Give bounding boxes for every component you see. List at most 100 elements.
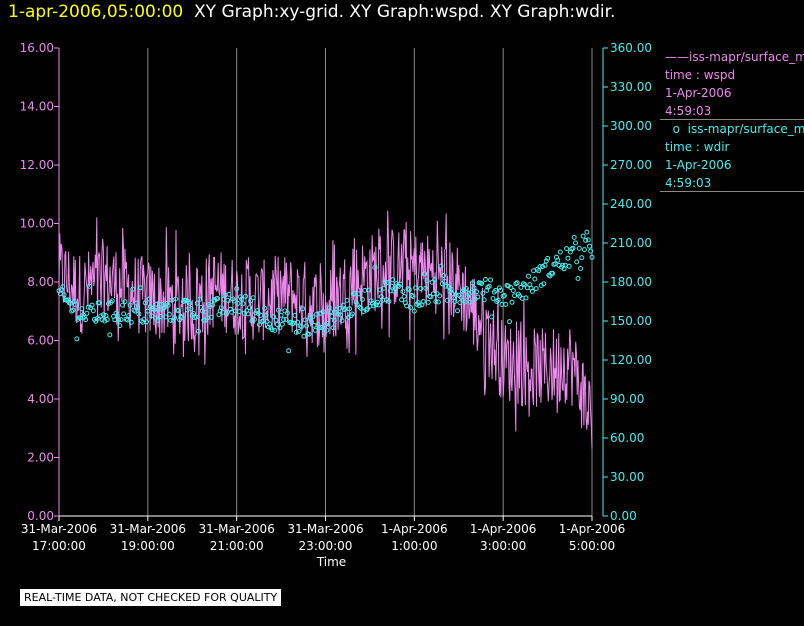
wdir-point xyxy=(215,296,221,301)
wdir-point xyxy=(557,249,563,255)
wdir-point xyxy=(411,308,417,314)
x-tick-label-date: 31-Mar-2006 xyxy=(110,522,186,536)
wdir-point xyxy=(79,306,85,312)
wdir-point xyxy=(286,348,292,354)
wdir-point xyxy=(420,299,426,304)
legend-series2-time: 4:59:03 xyxy=(665,176,712,190)
wdir-point xyxy=(130,286,136,292)
wdir-point xyxy=(443,283,449,289)
wdir-point xyxy=(85,304,91,310)
wdir-point xyxy=(474,289,479,295)
wdir-point xyxy=(106,301,111,307)
wdir-point xyxy=(375,299,380,305)
wdir-point xyxy=(555,257,561,263)
wdir-point xyxy=(93,318,99,324)
wdir-point xyxy=(70,307,76,313)
wdir-point xyxy=(239,296,245,302)
wdir-point xyxy=(438,263,444,269)
wdir-point xyxy=(197,296,203,302)
wdir-point xyxy=(429,279,435,285)
wdir-point xyxy=(94,316,100,322)
wdir-point xyxy=(541,281,547,287)
wdir-point xyxy=(191,311,196,316)
wdir-point xyxy=(243,293,248,299)
wdir-point xyxy=(399,297,405,303)
wdir-point xyxy=(170,317,176,323)
wdir-point xyxy=(152,315,158,321)
wdir-point xyxy=(312,327,318,333)
wdir-point xyxy=(144,319,150,325)
wdir-point xyxy=(481,297,487,303)
wdir-point xyxy=(137,285,143,291)
wdir-point xyxy=(203,309,209,315)
wdir-point xyxy=(425,299,431,305)
wdir-point xyxy=(126,313,132,318)
wdir-point xyxy=(166,311,172,317)
wdir-point xyxy=(496,285,502,291)
wdir-point xyxy=(128,319,134,325)
wdir-point xyxy=(490,296,496,301)
wdir-point xyxy=(452,299,458,304)
wdir-point xyxy=(364,306,370,312)
y-left-tick-label: 14.00 xyxy=(20,100,54,114)
wdir-point xyxy=(401,294,407,299)
wdir-point xyxy=(358,306,364,311)
wdir-point xyxy=(269,327,275,333)
legend-series-1: ——iss-mapr/surface_m time : wspd 1-Apr-2… xyxy=(665,48,804,120)
wdir-point xyxy=(306,331,312,337)
wdir-point xyxy=(335,311,341,317)
wdir-point xyxy=(319,325,325,330)
wdir-point xyxy=(408,305,413,310)
x-tick-label-date: 1-Apr-2006 xyxy=(381,522,448,536)
wdir-point xyxy=(120,302,125,308)
y-right-tick-label: 240.00 xyxy=(610,197,652,211)
wdir-point xyxy=(564,246,570,252)
y-right-tick-label: 330.00 xyxy=(610,80,652,94)
wdir-point xyxy=(271,314,276,320)
wdir-point xyxy=(329,314,335,319)
wdir-point xyxy=(381,285,387,291)
wdir-point xyxy=(337,305,342,311)
wdir-point xyxy=(554,254,559,260)
wdir-point xyxy=(455,308,460,314)
wdir-point xyxy=(543,258,549,264)
wdir-point xyxy=(248,298,254,304)
wdir-point xyxy=(89,302,95,308)
wdir-point xyxy=(509,299,515,305)
wdir-point xyxy=(254,308,260,314)
wdir-point xyxy=(161,305,167,311)
wdir-point xyxy=(494,299,500,304)
wdir-point xyxy=(432,277,438,282)
wdir-point xyxy=(522,282,528,288)
wdir-point xyxy=(482,277,488,282)
wdir-point xyxy=(73,302,78,307)
wdir-point xyxy=(422,271,427,277)
y-right-tick-label: 150.00 xyxy=(610,314,652,328)
wdir-point xyxy=(579,255,585,261)
wdir-point xyxy=(488,277,493,283)
wdir-point xyxy=(257,322,262,328)
wdir-point xyxy=(390,277,396,283)
wdir-point xyxy=(168,317,174,323)
y-right-tick-label: 210.00 xyxy=(610,236,652,250)
wdir-point xyxy=(173,296,179,302)
wdir-point xyxy=(183,297,189,303)
legend-series2-var: time : wdir xyxy=(665,140,730,154)
wdir-point xyxy=(250,295,256,301)
wdir-point xyxy=(588,248,594,254)
wdir-point xyxy=(165,302,171,308)
y-right-tick-label: 60.00 xyxy=(610,431,644,445)
wdir-point xyxy=(187,300,193,306)
wdir-point xyxy=(300,306,306,312)
wdir-point xyxy=(107,332,113,338)
wdir-point xyxy=(518,284,524,290)
wdir-point xyxy=(298,324,304,330)
x-tick-label-date: 31-Mar-2006 xyxy=(198,522,274,536)
wdir-point xyxy=(118,317,124,323)
wdir-point xyxy=(566,263,572,269)
wdir-point xyxy=(347,306,353,312)
wdir-point xyxy=(196,328,202,334)
wdir-point xyxy=(510,288,516,293)
wdir-point xyxy=(507,319,512,325)
